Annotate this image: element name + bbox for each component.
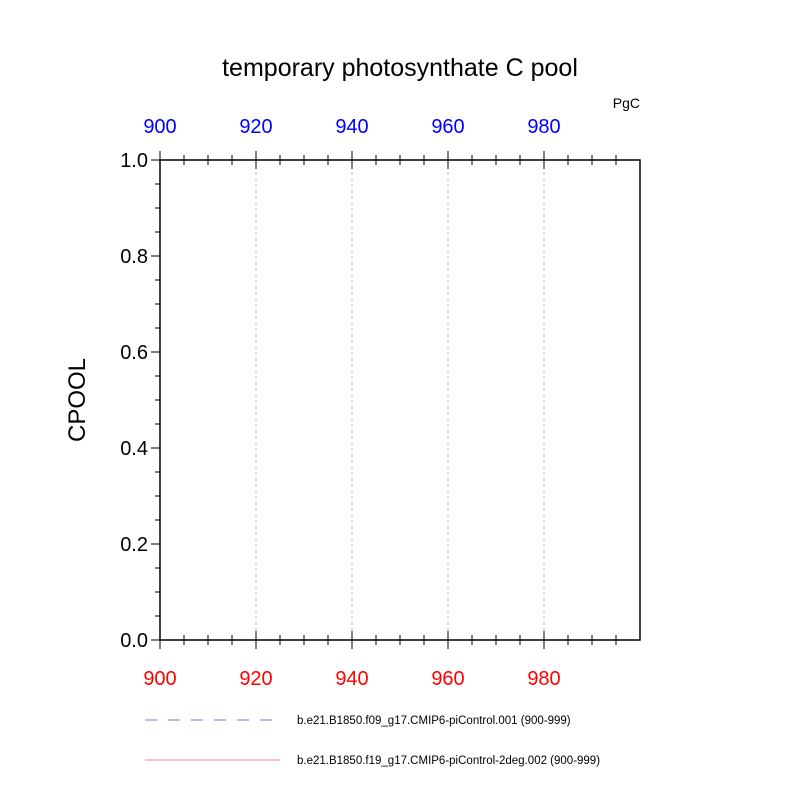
axis-ticks <box>151 151 617 649</box>
y-tick-label: 0.2 <box>120 534 148 556</box>
tick-labels: 900 900 920 920 940 940 960 960 980 980 0.0 0.2 0.4 0… <box>120 116 561 690</box>
y-tick-label: 1.0 <box>120 150 148 172</box>
y-tick-label: 0.6 <box>120 342 148 364</box>
x-tick-label-bottom: 960 <box>431 668 464 690</box>
grid <box>255 160 545 640</box>
x-tick-label-bottom: 940 <box>335 668 368 690</box>
x-tick-label-bottom: 900 <box>143 668 176 690</box>
y-tick-label: 0.0 <box>120 630 148 652</box>
y-tick-label: 0.4 <box>120 438 148 460</box>
units-label: PgC <box>613 95 640 111</box>
x-tick-label-top: 940 <box>335 116 368 138</box>
y-axis-label: CPOOL <box>64 358 91 442</box>
chart-title: temporary photosynthate C pool <box>222 54 578 82</box>
x-tick-label-bottom: 980 <box>527 668 560 690</box>
x-tick-label-top: 900 <box>143 116 176 138</box>
plot-area <box>159 159 641 641</box>
x-tick-label-top: 920 <box>239 116 272 138</box>
legend-label: b.e21.B1850.f19_g17.CMIP6-piControl-2deg… <box>297 755 600 767</box>
y-tick-label: 0.8 <box>120 246 148 268</box>
legend: b.e21.B1850.f09_g17.CMIP6-piControl.001 … <box>145 715 600 767</box>
x-tick-label-top: 980 <box>527 116 560 138</box>
x-tick-label-bottom: 920 <box>239 668 272 690</box>
legend-label: b.e21.B1850.f09_g17.CMIP6-piControl.001 … <box>297 715 571 727</box>
x-tick-label-top: 960 <box>431 116 464 138</box>
